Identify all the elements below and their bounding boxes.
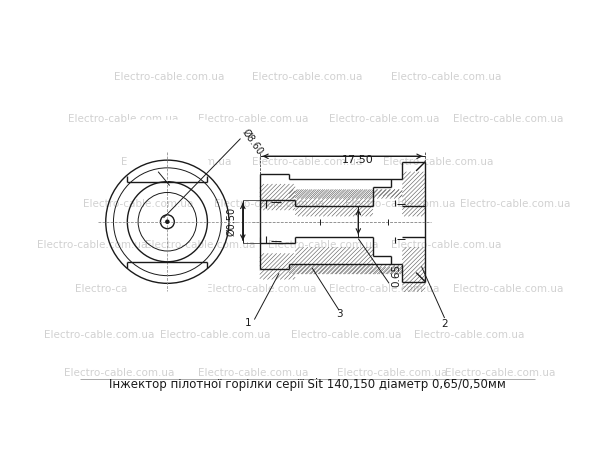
Text: 1: 1 [245,318,251,328]
Text: Electro-cable.com.ua: Electro-cable.com.ua [391,72,501,82]
Text: Electro-cable.com.ua: Electro-cable.com.ua [445,369,555,379]
Text: Electro-cable.com.ua: Electro-cable.com.ua [291,330,401,340]
Text: Electro-cable.com.ua: Electro-cable.com.ua [75,284,185,294]
Text: Electro-cable.com.ua: Electro-cable.com.ua [206,284,316,294]
Text: Electro-cable.com.ua: Electro-cable.com.ua [44,330,155,340]
Text: 2: 2 [441,319,448,329]
Polygon shape [127,120,208,182]
Text: Electro-cable.com.ua: Electro-cable.com.ua [452,284,563,294]
Text: Electro-cable.com.ua: Electro-cable.com.ua [68,114,178,124]
Text: Electro-cable.com.ua: Electro-cable.com.ua [414,330,524,340]
Text: Electro-cable.com.ua: Electro-cable.com.ua [199,369,309,379]
Text: 0.65: 0.65 [391,264,401,287]
Text: Electro-cable.com.ua: Electro-cable.com.ua [114,72,224,82]
Text: 3: 3 [336,309,343,319]
Polygon shape [127,262,208,323]
Text: Electro-cable.com.ua: Electro-cable.com.ua [37,240,147,250]
Text: Electro-cable.com.ua: Electro-cable.com.ua [121,157,232,167]
Text: Ø0.50: Ø0.50 [226,207,236,236]
Text: Ø8.60: Ø8.60 [239,128,265,157]
Text: 17.50: 17.50 [341,155,373,165]
Text: Electro-cable.com.ua: Electro-cable.com.ua [64,369,174,379]
Text: Electro-cable.com.ua: Electro-cable.com.ua [214,199,324,209]
Text: Electro-cable.com.ua: Electro-cable.com.ua [145,240,255,250]
Text: Electro-cable.com.ua: Electro-cable.com.ua [452,114,563,124]
Text: Electro-cable.com.ua: Electro-cable.com.ua [329,284,440,294]
Text: Electro-cable.com.ua: Electro-cable.com.ua [383,157,494,167]
Text: Electro-cable.com.ua: Electro-cable.com.ua [83,199,193,209]
Text: Electro-cable.com.ua: Electro-cable.com.ua [199,114,309,124]
Text: Electro-cable.com.ua: Electro-cable.com.ua [391,240,501,250]
Text: Electro-cable.com.ua: Electro-cable.com.ua [337,369,448,379]
Text: Electro-cable.com.ua: Electro-cable.com.ua [329,114,440,124]
Text: Electro-cable.com.ua: Electro-cable.com.ua [345,199,455,209]
Text: Electro-cable.com.ua: Electro-cable.com.ua [268,240,378,250]
Text: Electro-cable.com.ua: Electro-cable.com.ua [460,199,571,209]
Text: Інжектор пілотної горілки серії Sit 140,150 діаметр 0,65/0,50мм: Інжектор пілотної горілки серії Sit 140,… [109,379,506,392]
Text: Electro-cable.com.ua: Electro-cable.com.ua [160,330,270,340]
Circle shape [166,220,169,223]
Text: Electro-cable.com.ua: Electro-cable.com.ua [253,72,362,82]
Text: Electro-cable.com.ua: Electro-cable.com.ua [253,157,362,167]
